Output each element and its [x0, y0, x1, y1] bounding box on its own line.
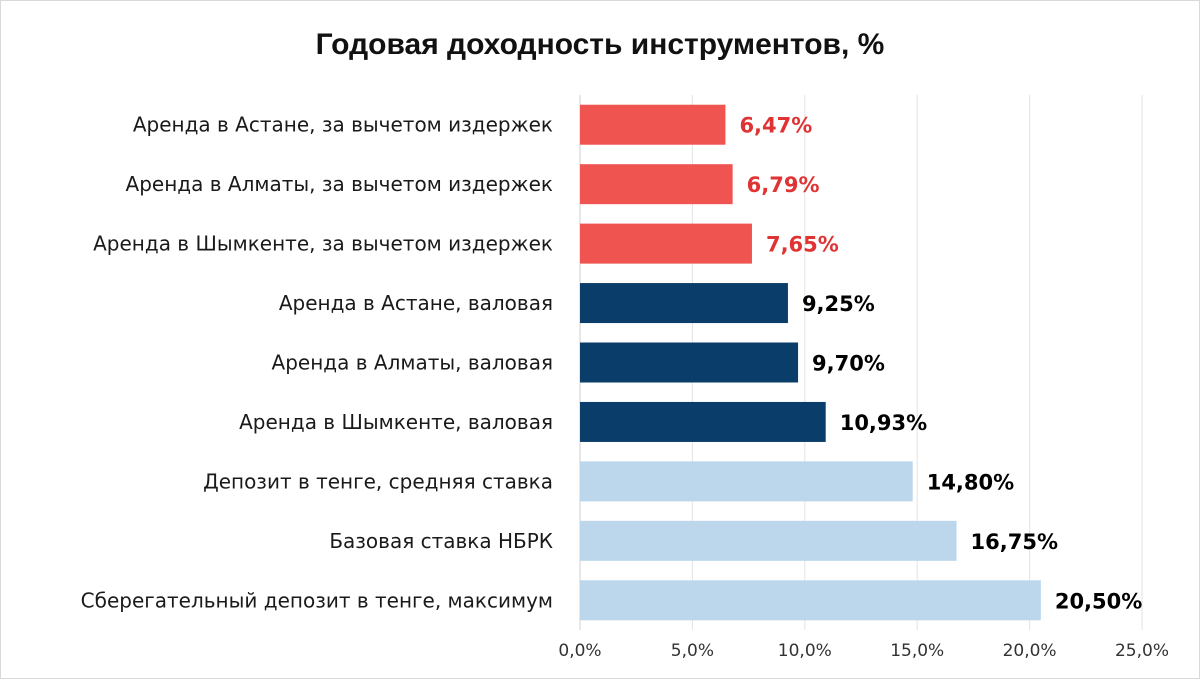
- x-tick-label: 10,0%: [778, 641, 832, 661]
- x-tick-label: 15,0%: [890, 641, 944, 661]
- data-label: 9,70%: [812, 352, 885, 376]
- x-tick-labels: 0,0% 5,0% 10,0% 15,0% 20,0% 25,0%: [558, 641, 1169, 661]
- x-tick-label: 5,0%: [671, 641, 714, 661]
- bar: [580, 164, 733, 205]
- data-label: 20,50%: [1055, 589, 1142, 613]
- category-label: Депозит в тенге, средняя ставка: [203, 469, 553, 493]
- category-label: Аренда в Шымкенте, валовая: [239, 410, 553, 434]
- category-label: Сберегательный депозит в тенге, максимум: [81, 588, 553, 612]
- x-tick-label: 20,0%: [1003, 641, 1057, 661]
- data-label: 9,25%: [802, 292, 875, 316]
- category-label: Аренда в Астане, валовая: [279, 291, 553, 315]
- category-label: Базовая ставка НБРК: [329, 529, 553, 553]
- bar: [580, 401, 826, 442]
- bar: [580, 580, 1041, 621]
- data-label: 7,65%: [766, 233, 839, 257]
- category-labels: Аренда в Астане, за вычетом издержек Арен…: [81, 113, 553, 613]
- data-label: 16,75%: [971, 530, 1058, 554]
- category-label: Аренда в Алматы, за вычетом издержек: [126, 172, 553, 196]
- category-label: Аренда в Алматы, валовая: [272, 351, 553, 375]
- x-tick-label: 0,0%: [558, 641, 601, 661]
- bar: [580, 223, 752, 264]
- chart-title: Годовая доходность инструментов, %: [316, 28, 885, 61]
- data-label: 10,93%: [840, 411, 927, 435]
- value-labels: 6,47% 6,79% 7,65% 9,25% 9,70% 10,93% 14,80% 16,…: [739, 114, 1142, 614]
- data-label: 6,47%: [739, 114, 812, 138]
- data-label: 6,79%: [747, 173, 820, 197]
- bars-group: [580, 104, 1041, 621]
- bar: [580, 461, 913, 502]
- data-label: 14,80%: [927, 470, 1014, 494]
- bar: [580, 342, 799, 383]
- bar: [580, 283, 788, 324]
- bar: [580, 104, 726, 145]
- category-label: Аренда в Астане, за вычетом издержек: [133, 113, 553, 137]
- x-tick-label: 25,0%: [1115, 641, 1169, 661]
- bar: [580, 520, 957, 561]
- category-label: Аренда в Шымкенте, за вычетом издержек: [93, 232, 553, 256]
